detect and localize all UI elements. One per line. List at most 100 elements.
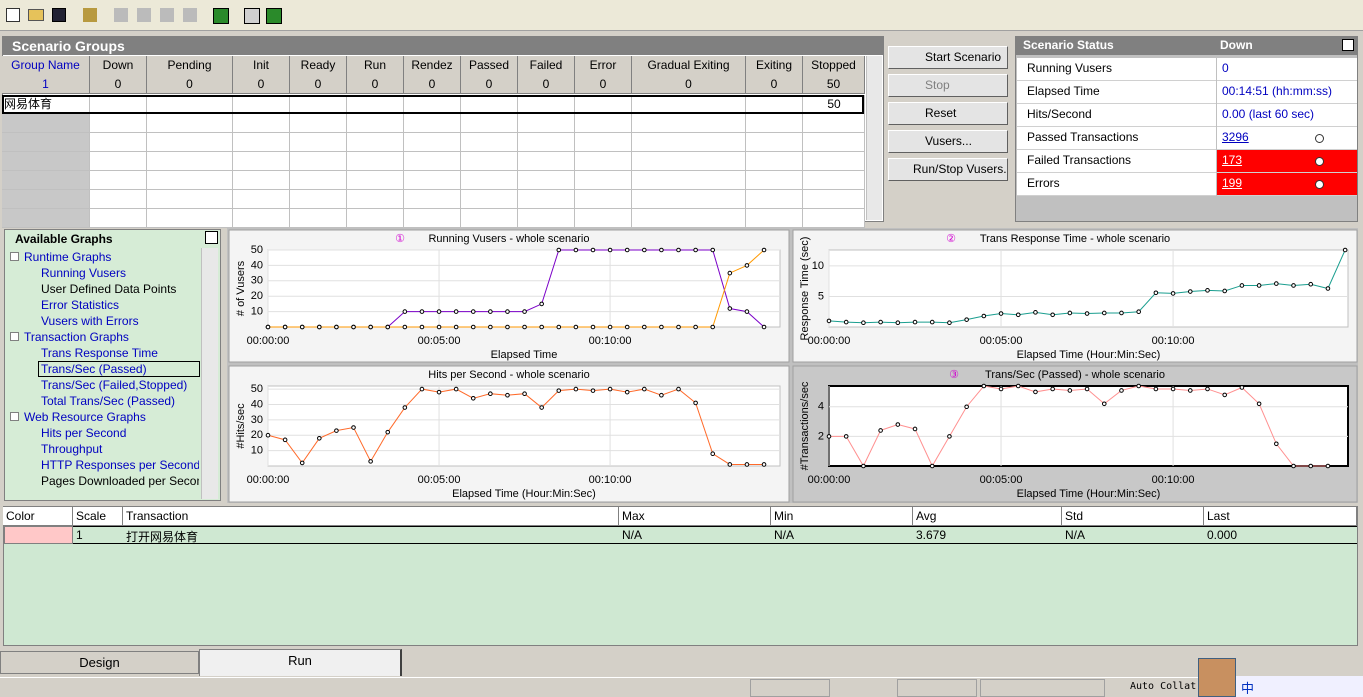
data-point — [710, 451, 716, 456]
column-total: 0 — [347, 75, 404, 94]
graph-icon[interactable] — [213, 8, 229, 24]
column-header[interactable]: Down — [90, 56, 147, 75]
group-name[interactable]: 网易体育 — [4, 97, 53, 111]
column-header[interactable]: Error — [575, 56, 632, 75]
table-header[interactable]: Max — [619, 507, 771, 526]
status-value[interactable]: 199 — [1217, 173, 1357, 196]
data-point — [402, 309, 408, 314]
button[interactable]: Run/Stop Vusers... — [888, 158, 1008, 181]
tool-icon[interactable] — [83, 8, 97, 22]
tree-item[interactable]: Throughput — [41, 442, 103, 456]
detail-icon[interactable] — [1315, 134, 1324, 143]
table-header[interactable]: Transaction — [123, 507, 619, 526]
data-point — [368, 459, 373, 464]
column-header[interactable]: Gradual Exiting — [632, 56, 746, 75]
status-value: 0.00 (last 60 sec) — [1217, 104, 1357, 127]
tree-item[interactable]: HTTP Responses per Second — [41, 458, 200, 472]
button[interactable]: Stop — [888, 74, 1008, 97]
tree-item[interactable]: Vusers with Errors — [41, 314, 139, 328]
status-value[interactable]: 3296 — [1217, 127, 1357, 150]
data-point — [1308, 463, 1314, 469]
column-header[interactable]: Pending — [147, 56, 233, 75]
data-point — [1136, 309, 1141, 315]
column-header[interactable]: Ready — [290, 56, 347, 75]
run-icon[interactable] — [137, 8, 151, 22]
button[interactable]: Reset — [888, 102, 1008, 125]
button[interactable]: Start Scenario — [888, 46, 1008, 69]
grid-cell — [233, 114, 290, 133]
table-header[interactable]: Min — [771, 507, 913, 526]
available-graphs-panel — [4, 229, 221, 501]
column-header[interactable]: Stopped — [803, 56, 865, 75]
table-header[interactable]: Color — [3, 507, 73, 526]
status-label: Passed Transactions — [1017, 127, 1216, 150]
data-point — [693, 247, 698, 253]
column-header[interactable]: Init — [233, 56, 290, 75]
detail-icon[interactable] — [1315, 157, 1324, 166]
column-total: 0 — [632, 75, 746, 94]
grid-cell — [90, 152, 147, 171]
run-icon[interactable] — [183, 8, 197, 22]
tree-group[interactable]: Runtime Graphs — [24, 250, 112, 264]
data-point — [556, 388, 562, 393]
restore-icon[interactable] — [1342, 39, 1354, 51]
tree-item[interactable]: Trans/Sec (Failed,Stopped) — [41, 378, 188, 392]
table-header[interactable]: Scale — [73, 507, 123, 526]
open-icon[interactable] — [28, 9, 44, 21]
grid-cell — [803, 209, 865, 228]
data-point — [710, 247, 716, 253]
table-header[interactable]: Std — [1062, 507, 1204, 526]
data-point — [317, 324, 322, 330]
grid-cell — [575, 152, 632, 171]
column-header[interactable]: Run — [347, 56, 404, 75]
graph-title: Hits per Second - whole scenario — [428, 369, 589, 381]
status-pane — [897, 679, 977, 697]
series-line — [268, 249, 765, 328]
save-icon[interactable] — [52, 8, 66, 22]
tree-item[interactable]: Trans Response Time — [41, 346, 158, 360]
button[interactable]: Vusers... — [888, 130, 1008, 153]
data-point — [659, 247, 664, 253]
tree-item[interactable]: Error Statistics — [41, 298, 120, 312]
column-header[interactable]: Passed — [461, 56, 518, 75]
new-icon[interactable] — [6, 8, 20, 22]
grid-cell — [147, 209, 233, 228]
tab[interactable]: Design — [0, 651, 199, 674]
tree-item[interactable]: Trans/Sec (Passed) — [38, 361, 200, 377]
tree-item[interactable]: Total Trans/Sec (Passed) — [41, 394, 176, 408]
run-icon[interactable] — [160, 8, 174, 22]
graph-icon[interactable] — [244, 8, 260, 24]
tree-group[interactable]: Web Resource Graphs — [24, 410, 146, 424]
run-icon[interactable] — [114, 8, 128, 22]
tree-item[interactable]: User Defined Data Points — [41, 282, 177, 296]
status-label: Hits/Second — [1017, 104, 1216, 127]
column-header[interactable]: Failed — [518, 56, 575, 75]
detail-icon[interactable] — [1315, 180, 1324, 189]
data-point — [522, 324, 527, 330]
tree-group[interactable]: Transaction Graphs — [24, 330, 129, 344]
tree-item[interactable]: Pages Downloaded per Second — [41, 474, 200, 488]
tab[interactable]: Run — [199, 649, 402, 676]
graph-icon[interactable] — [266, 8, 282, 24]
table-header[interactable]: Last — [1204, 507, 1357, 526]
column-header[interactable]: Rendez — [404, 56, 461, 75]
status-value[interactable]: 173 — [1217, 150, 1357, 173]
column-header[interactable]: Group Name — [2, 56, 90, 75]
tree-item[interactable]: Hits per Second — [41, 426, 127, 440]
grid-cell — [290, 133, 347, 152]
tree-toggle[interactable] — [10, 252, 19, 261]
data-point — [981, 313, 987, 319]
grid-cell — [803, 171, 865, 190]
x-axis-label: Elapsed Time (Hour:Min:Sec) — [452, 488, 596, 500]
tree-toggle[interactable] — [10, 332, 19, 341]
table-header[interactable]: Avg — [913, 507, 1062, 526]
data-point — [488, 391, 493, 396]
tree-toggle[interactable] — [10, 412, 19, 421]
close-icon[interactable] — [205, 231, 218, 244]
ime-indicator[interactable]: 中 — [1241, 681, 1255, 694]
graph-badge: ① — [395, 233, 405, 245]
y-tick-label: 40 — [251, 398, 263, 410]
column-header[interactable]: Exiting — [746, 56, 803, 75]
data-point — [368, 324, 373, 330]
tree-item[interactable]: Running Vusers — [41, 266, 126, 280]
